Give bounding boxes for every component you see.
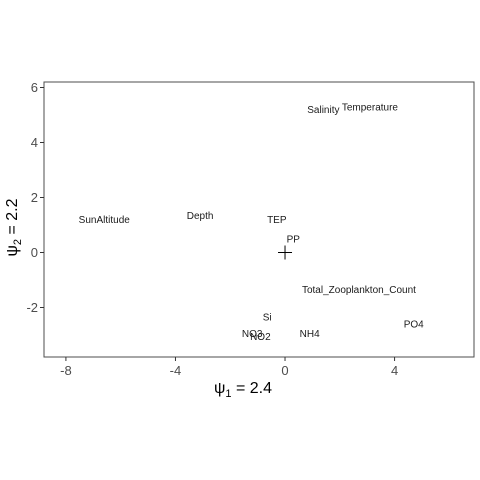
plot-panel [43,81,475,358]
x-tick-label: -8 [60,363,72,378]
point-label: NO3 [242,329,263,340]
y-axis-title: ψ2 = 2.2 [4,198,24,256]
x-tick-label: -4 [170,363,182,378]
y-tick-label: 4 [31,135,38,150]
point-label: PP [287,234,301,245]
y-tick-label: -2 [26,300,38,315]
x-tick-label: 0 [281,363,288,378]
point-label: NH4 [300,329,320,340]
point-label: PO4 [404,320,424,331]
origin-cross-marker [278,245,293,260]
y-tick-label: 6 [31,80,38,95]
x-axis-title: ψ1 = 2.4 [214,380,272,400]
point-label: Temperature [342,102,399,113]
y-tick-label: 0 [31,245,38,260]
x-tick-label: 4 [391,363,398,378]
point-label: SunAltitude [79,215,131,226]
point-label: Total_Zooplankton_Count [302,285,416,296]
point-label: Salinity [307,105,339,116]
point-label: Si [263,313,272,324]
axis-ticks: -8 -4 0 4 -2 0 2 4 6 [26,80,398,378]
point-label: NO2 [250,332,271,343]
point-label: TEP [267,215,287,226]
y-tick-label: 2 [31,190,38,205]
point-label: Depth [187,211,214,222]
